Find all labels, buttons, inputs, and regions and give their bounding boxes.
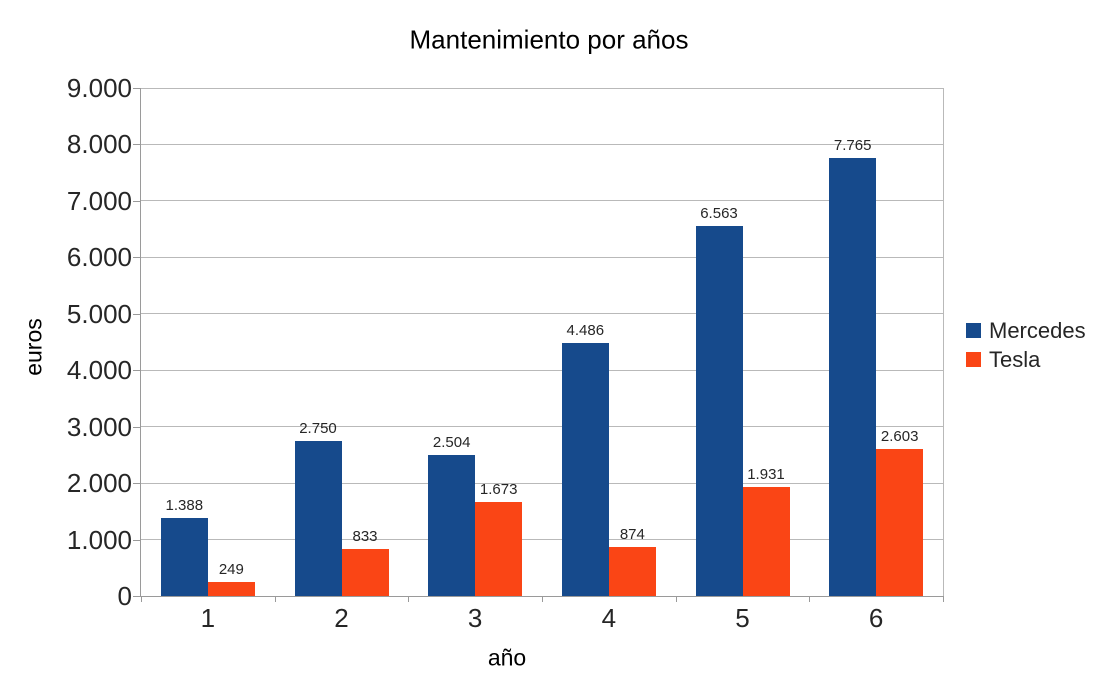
data-label-tesla-year-4: 874 — [619, 525, 645, 543]
y-tick — [133, 257, 140, 259]
bar-mercedes-year-2 — [294, 440, 342, 596]
gridline — [141, 426, 943, 428]
plot-right-border — [943, 88, 944, 597]
plot-area — [141, 87, 943, 596]
y-tick — [133, 313, 140, 315]
gridline — [141, 313, 943, 315]
gridline — [141, 143, 943, 145]
y-tick — [133, 200, 140, 202]
x-tick — [943, 596, 944, 602]
legend-label-mercedes: Mercedes — [989, 317, 1086, 343]
x-tick-label: 4 — [601, 603, 617, 633]
bar-tesla-year-4 — [608, 546, 656, 596]
bar-tesla-year-1 — [207, 581, 255, 596]
bar-mercedes-year-6 — [829, 157, 877, 596]
gridline — [141, 256, 943, 258]
y-tick — [133, 88, 140, 89]
gridline — [141, 87, 943, 89]
gridline — [141, 539, 943, 541]
y-tick-label: 3.000 — [66, 411, 132, 442]
legend: Mercedes Tesla — [966, 316, 1086, 374]
y-tick — [133, 370, 140, 372]
gridline — [141, 200, 943, 202]
bar-tesla-year-3 — [475, 501, 523, 596]
chart-title: Mantenimiento por años — [409, 24, 689, 55]
x-tick-label: 3 — [467, 603, 483, 633]
x-tick — [408, 596, 410, 602]
y-tick-label: 2.000 — [66, 468, 132, 499]
legend-label-tesla: Tesla — [989, 346, 1041, 372]
y-tick-label: 1.000 — [66, 524, 132, 555]
data-label-mercedes-year-4: 4.486 — [566, 321, 605, 339]
y-tick-label: 9.000 — [66, 73, 132, 103]
y-tick-label: 6.000 — [66, 242, 132, 273]
bar-mercedes-year-5 — [695, 225, 743, 596]
y-tick — [133, 539, 140, 541]
x-tick-label: 5 — [735, 603, 750, 633]
y-tick-label: 5.000 — [66, 298, 132, 329]
y-tick — [133, 144, 140, 146]
data-label-tesla-year-3: 1.673 — [479, 480, 518, 498]
data-label-tesla-year-1: 249 — [218, 560, 244, 578]
gridline — [141, 482, 943, 484]
x-tick-label: 1 — [200, 603, 216, 633]
y-tick-label: 0 — [117, 581, 132, 611]
legend-swatch-tesla — [966, 352, 981, 367]
y-tick — [133, 596, 140, 597]
data-label-tesla-year-5: 1.931 — [747, 466, 785, 483]
x-tick — [141, 596, 142, 602]
data-label-mercedes-year-2: 2.750 — [299, 419, 337, 437]
x-tick — [809, 596, 811, 602]
data-label-mercedes-year-3: 2.504 — [432, 433, 471, 451]
y-tick-label: 7.000 — [66, 185, 132, 216]
legend-item-tesla: Tesla — [966, 345, 1086, 374]
x-tick — [274, 596, 276, 602]
x-tick — [542, 596, 543, 602]
data-label-tesla-year-6: 2.603 — [880, 428, 919, 446]
y-axis-line — [140, 88, 141, 597]
x-tick-label: 6 — [868, 603, 884, 633]
data-label-mercedes-year-5: 6.563 — [700, 204, 738, 222]
data-label-tesla-year-2: 833 — [352, 527, 378, 545]
x-tick — [675, 596, 677, 602]
y-tick-label: 4.000 — [66, 355, 132, 386]
data-label-mercedes-year-1: 1.388 — [165, 496, 204, 514]
data-label-mercedes-year-6: 7.765 — [833, 136, 872, 154]
y-tick — [133, 483, 140, 485]
x-axis-title: año — [487, 644, 527, 671]
x-tick-label: 2 — [334, 603, 349, 633]
y-tick-label: 8.000 — [66, 129, 132, 160]
bar-mercedes-year-1 — [160, 517, 208, 596]
y-tick — [133, 426, 140, 428]
bar-mercedes-year-3 — [428, 454, 476, 596]
bar-tesla-year-5 — [742, 487, 790, 596]
legend-swatch-mercedes — [966, 323, 981, 338]
legend-item-mercedes: Mercedes — [966, 316, 1086, 345]
bar-mercedes-year-4 — [561, 342, 609, 596]
gridline — [141, 369, 943, 371]
bar-tesla-year-6 — [876, 449, 924, 596]
bar-tesla-year-2 — [341, 548, 389, 596]
